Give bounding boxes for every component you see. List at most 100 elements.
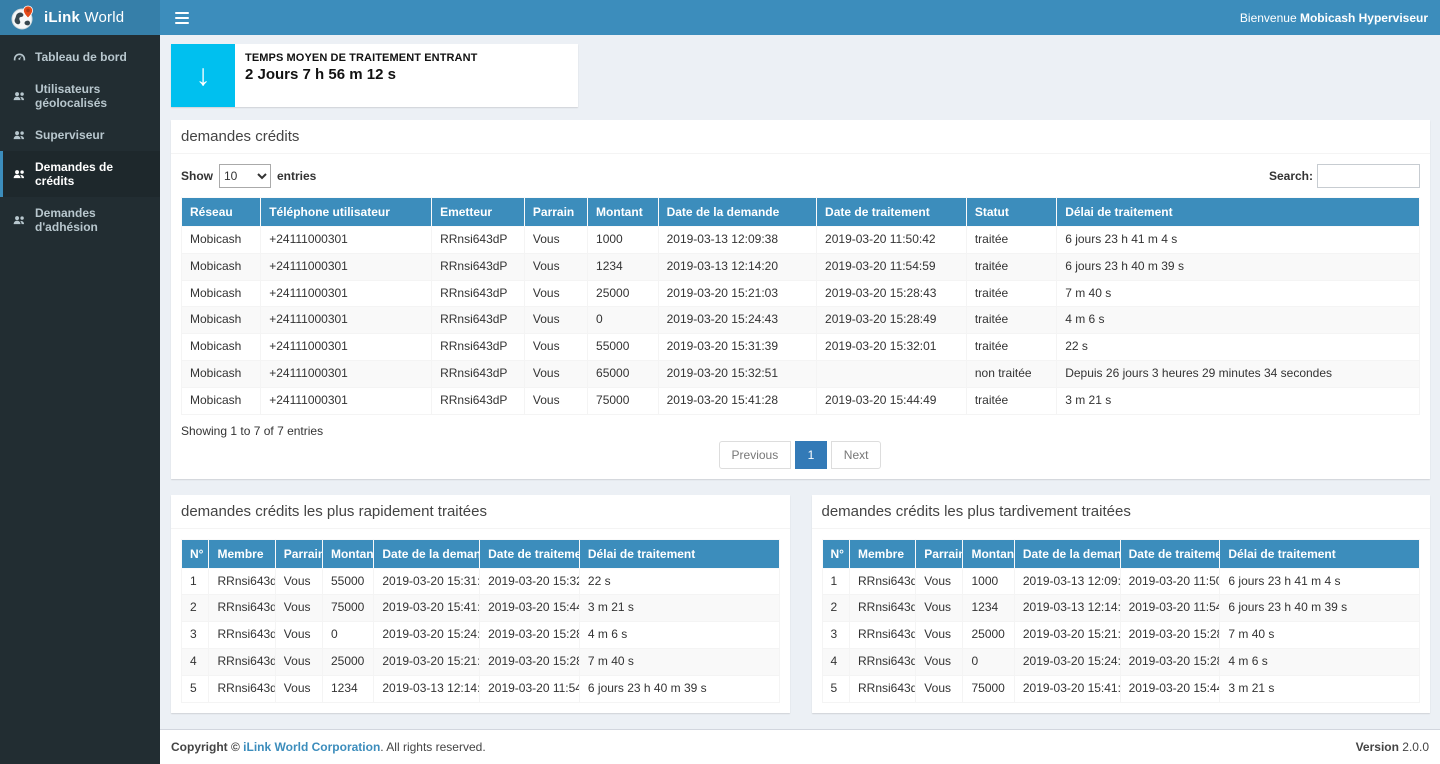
cell-date-demande: 2019-03-20 15:21:03 (1013, 621, 1121, 649)
cell-telephone: +24111000301 (260, 386, 433, 415)
column-header[interactable]: Téléphone utilisateur (260, 197, 433, 227)
sidebar: iLink World Tableau de bord Utilisateurs… (0, 0, 160, 764)
table-row: Mobicash +24111000301 RRnsi643dP Vous 75… (180, 386, 1420, 415)
column-header[interactable]: Date de traitement (479, 538, 580, 569)
cell-delai: 3 m 21 s (1219, 674, 1420, 703)
cell-date-traitement: 2019-03-20 15:32:01 (816, 333, 967, 361)
column-header[interactable]: Date de la demande (373, 538, 481, 569)
sidebar-item-utilisateurs-geolocalises[interactable]: Utilisateurs géolocalisés (0, 73, 160, 119)
welcome-text: Bienvenue Mobicash Hyperviseur (1239, 10, 1428, 25)
column-header[interactable]: Date de la demande (657, 197, 818, 227)
cell-date-demande: 2019-03-20 15:24:43 (657, 306, 818, 335)
page-length-control: Show 10 entries (181, 164, 316, 188)
sidebar-item-demandes-adhesion[interactable]: Demandes d'adhésion (0, 197, 160, 243)
hamburger-icon (175, 11, 189, 24)
cell-reseau: Mobicash (180, 252, 262, 281)
table-row: 4 RRnsi643dP Vous 25000 2019-03-20 15:21… (180, 647, 780, 676)
column-header[interactable]: Membre (848, 538, 917, 569)
menu-toggle-button[interactable] (160, 0, 204, 35)
cell-parrain: Vous (523, 306, 589, 335)
table-row: 2 RRnsi643dP Vous 1234 2019-03-13 12:14:… (821, 594, 1420, 623)
column-header[interactable]: Date de traitement (816, 197, 967, 227)
cell-membre: RRnsi643dP (848, 674, 917, 703)
panel-title: demandes crédits les plus tardivement tr… (811, 495, 1430, 529)
column-header[interactable]: N° (180, 538, 210, 569)
cell-reseau: Mobicash (180, 333, 262, 361)
cell-date-demande: 2019-03-20 15:31:39 (373, 567, 481, 596)
column-header[interactable]: Réseau (180, 197, 262, 227)
column-header[interactable]: Date de traitement (1119, 538, 1221, 569)
column-header[interactable]: Membre (208, 538, 276, 569)
cell-statut: traitée (965, 279, 1058, 308)
cell-reseau: Mobicash (180, 386, 262, 415)
cell-num: 3 (180, 621, 210, 649)
cell-membre: RRnsi643dP (848, 647, 917, 676)
users-icon (12, 90, 27, 103)
show-label: Show (181, 169, 213, 183)
cell-date-traitement: 2019-03-20 15:28:49 (479, 621, 580, 649)
cell-date-demande: 2019-03-20 15:21:03 (373, 647, 481, 676)
cell-num: 4 (821, 647, 850, 676)
column-header[interactable]: Montant (321, 538, 375, 569)
sidebar-item-tableau-de-bord[interactable]: Tableau de bord (0, 41, 160, 73)
cell-delai: 6 jours 23 h 41 m 4 s (1056, 226, 1420, 254)
pagination-page-1-button[interactable]: 1 (794, 440, 828, 469)
pagination-previous-button[interactable]: Previous (718, 440, 792, 469)
pagination-next-button[interactable]: Next (830, 440, 882, 469)
cell-statut: non traitée (965, 359, 1058, 388)
cell-date-traitement: 2019-03-20 15:28:43 (816, 279, 967, 308)
sidebar-item-demandes-de-credits[interactable]: Demandes de crédits (0, 151, 160, 197)
cell-montant: 55000 (321, 567, 375, 596)
column-header[interactable]: Délai de traitement (1056, 197, 1420, 227)
cell-parrain: Vous (274, 647, 323, 676)
column-header[interactable]: Statut (965, 197, 1058, 227)
bottom-panels-row: demandes crédits les plus rapidement tra… (171, 494, 1431, 713)
cell-parrain: Vous (274, 674, 323, 703)
cell-montant: 1234 (587, 252, 659, 281)
table-row: 4 RRnsi643dP Vous 0 2019-03-20 15:24:43 … (821, 647, 1420, 676)
copyright-text: Copyright © iLink World Corporation. All… (171, 740, 486, 754)
cell-montant: 1234 (321, 674, 375, 703)
cell-delai: 7 m 40 s (1219, 621, 1420, 649)
cell-num: 1 (180, 567, 210, 596)
panel-title: demandes crédits (171, 120, 1430, 154)
column-header[interactable]: Montant (587, 197, 659, 227)
cell-emetteur: RRnsi643dP (431, 279, 525, 308)
cell-montant: 0 (962, 647, 1015, 676)
table-body: Mobicash +24111000301 RRnsi643dP Vous 10… (180, 226, 1420, 415)
table-body: 1 RRnsi643dP Vous 55000 2019-03-20 15:31… (180, 567, 780, 703)
table-row: Mobicash +24111000301 RRnsi643dP Vous 65… (180, 359, 1420, 388)
cell-date-traitement: 2019-03-20 15:28:43 (479, 647, 580, 676)
column-header[interactable]: Parrain (274, 538, 323, 569)
cell-delai: 4 m 6 s (578, 621, 780, 649)
column-header[interactable]: Délai de traitement (1219, 538, 1420, 569)
cell-date-traitement: 2019-03-20 15:44:49 (816, 386, 967, 415)
cell-date-traitement (816, 359, 967, 388)
column-header[interactable]: Emetteur (431, 197, 525, 227)
cell-parrain: Vous (274, 567, 323, 596)
brand-link[interactable]: iLink World (0, 0, 160, 35)
cell-num: 5 (821, 674, 850, 703)
table-row: 3 RRnsi643dP Vous 0 2019-03-20 15:24:43 … (180, 621, 780, 649)
search-input[interactable] (1317, 164, 1420, 188)
column-header[interactable]: Montant (962, 538, 1015, 569)
column-header[interactable]: Parrain (915, 538, 964, 569)
column-header[interactable]: Date de la demande (1013, 538, 1121, 569)
table-info: Showing 1 to 7 of 7 entries (181, 423, 324, 438)
page-length-select[interactable]: 10 (219, 164, 271, 188)
cell-parrain: Vous (915, 594, 964, 623)
sidebar-item-superviseur[interactable]: Superviseur (0, 119, 160, 151)
cell-membre: RRnsi643dP (848, 567, 917, 596)
company-link[interactable]: iLink World Corporation (243, 740, 381, 754)
cell-date-traitement: 2019-03-20 11:50:42 (816, 226, 967, 254)
stat-text: TEMPS MOYEN DE TRAITEMENT ENTRANT 2 Jour… (235, 44, 487, 107)
column-header[interactable]: Parrain (523, 197, 589, 227)
column-header[interactable]: Délai de traitement (578, 538, 780, 569)
cell-reseau: Mobicash (180, 359, 262, 388)
column-header[interactable]: N° (821, 538, 850, 569)
cell-date-traitement: 2019-03-20 11:50:42 (1119, 567, 1221, 596)
cell-membre: RRnsi643dP (208, 621, 276, 649)
